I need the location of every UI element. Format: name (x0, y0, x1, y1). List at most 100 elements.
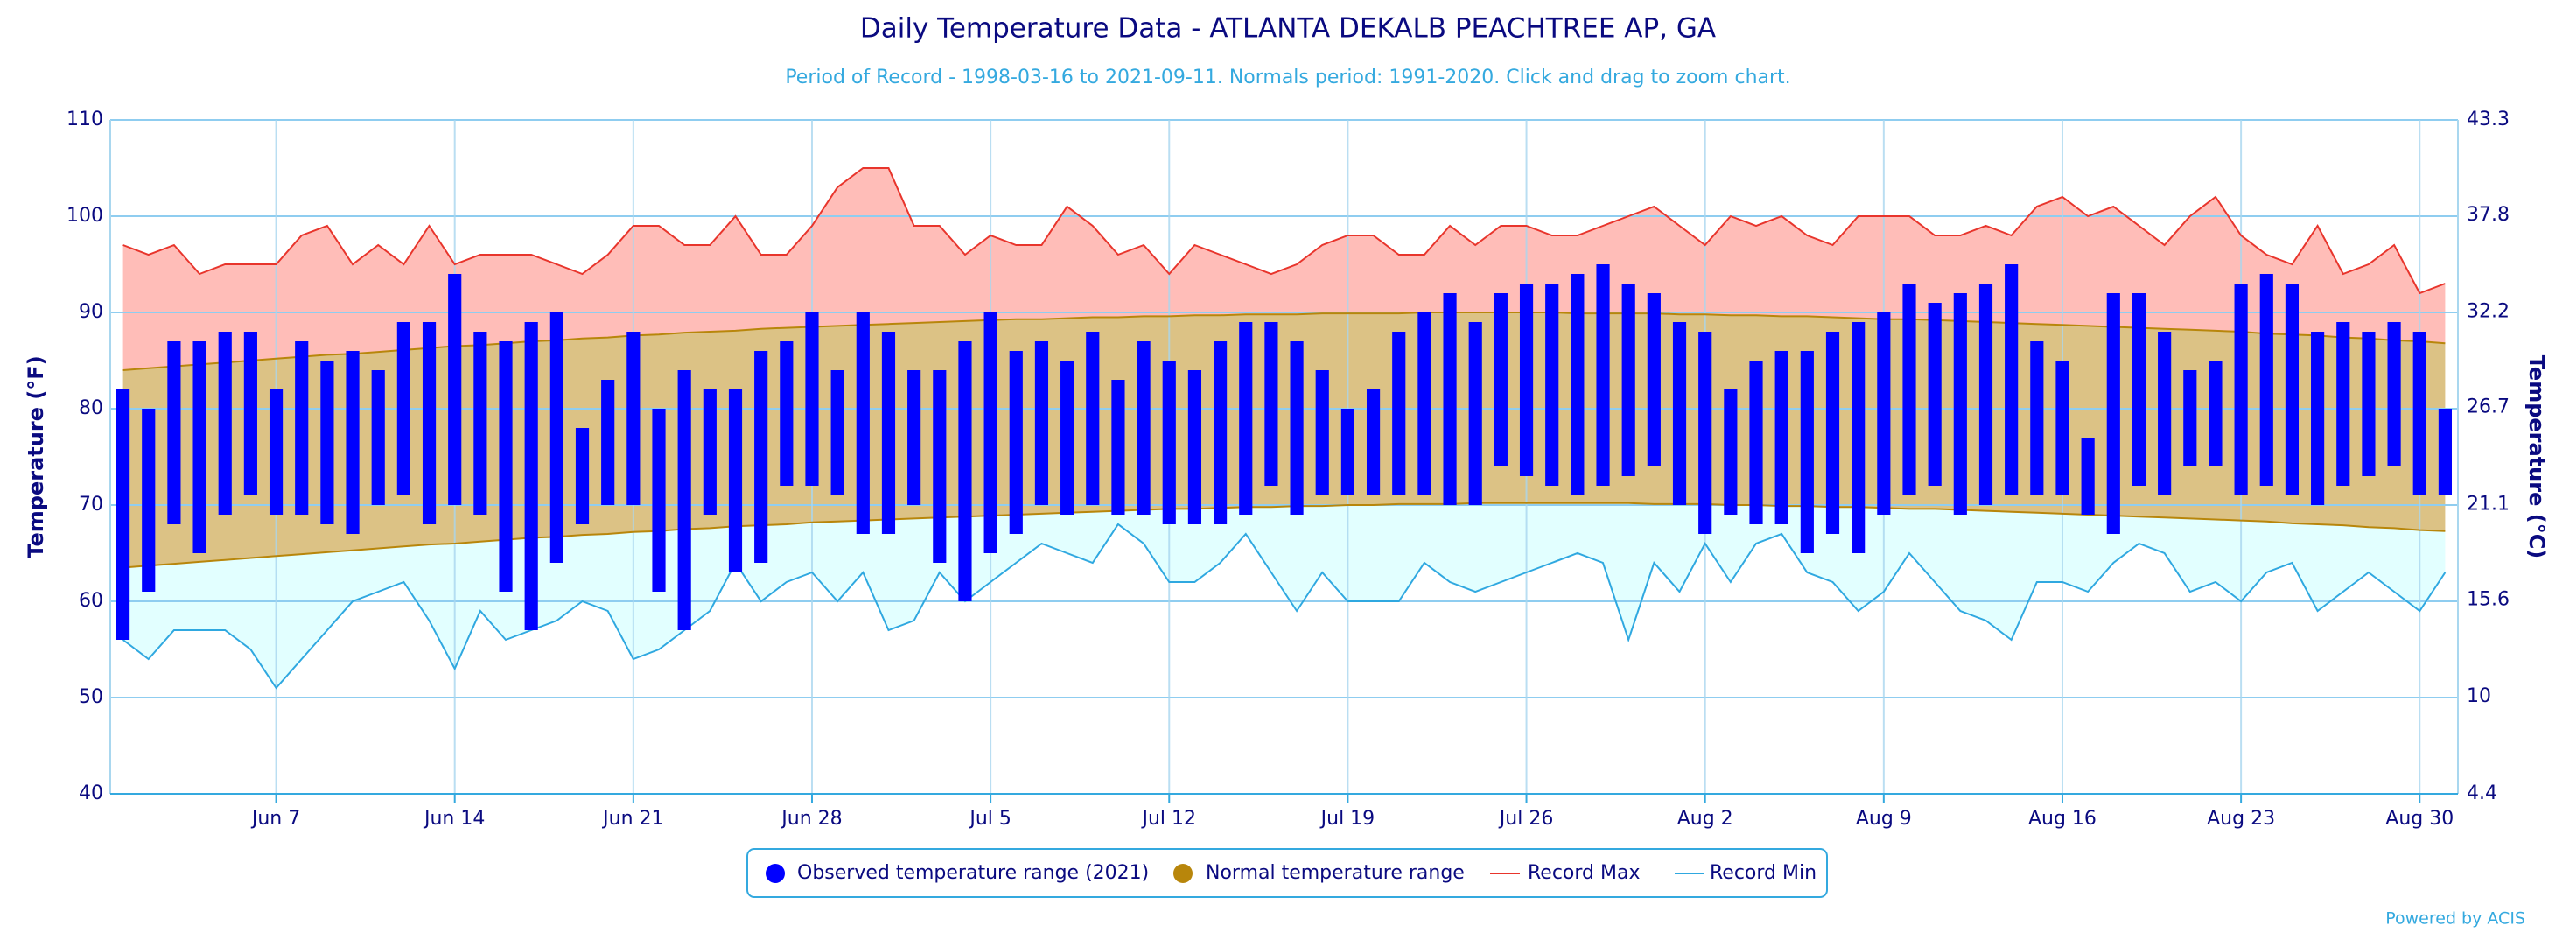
observed-bar (1468, 322, 1482, 505)
observed-bar (1621, 284, 1635, 476)
observed-bar (2030, 341, 2044, 495)
observed-bar (2081, 438, 2095, 515)
x-tick-label: Aug 2 (1677, 808, 1733, 830)
observed-bar (1774, 351, 1788, 524)
x-tick-label: Aug 23 (2207, 808, 2275, 830)
observed-bar (1978, 284, 1993, 505)
observed-bar (780, 341, 794, 486)
observed-bar (1800, 351, 1814, 553)
y2-tick-label: 32.2 (2467, 301, 2510, 323)
observed-bar (984, 312, 998, 553)
observed-bar (1596, 264, 1610, 486)
observed-bar (116, 389, 130, 640)
observed-bar (1009, 351, 1023, 534)
y2-axis-title: Temperature (°C) (2524, 355, 2549, 559)
observed-bar (1877, 312, 1891, 515)
observed-bar (2183, 370, 2197, 466)
observed-bar (1418, 312, 1432, 495)
x-tick-label: Jul 12 (1141, 808, 1197, 830)
observed-bar (1392, 332, 1406, 495)
observed-bar (371, 370, 385, 505)
x-tick-label: Jul 19 (1320, 808, 1376, 830)
observed-bar (1443, 293, 1457, 505)
credit: Powered by ACIS (2385, 909, 2525, 929)
observed-bar (2106, 293, 2120, 534)
observed-bar (1137, 341, 1151, 515)
chart-subtitle: Period of Record - 1998-03-16 to 2021-09… (785, 67, 1790, 88)
observed-bar (805, 312, 819, 486)
observed-bar (728, 389, 743, 572)
observed-bar (1290, 341, 1304, 515)
y-tick-label: 100 (66, 205, 103, 227)
x-tick-label: Jun 21 (601, 808, 663, 830)
observed-bar (2412, 332, 2426, 495)
observed-bar (1953, 293, 1967, 515)
legend-box (746, 848, 1828, 898)
observed-bar (601, 380, 615, 505)
observed-bar (1187, 370, 1202, 524)
observed-bar (1086, 332, 1100, 505)
observed-bar (1672, 322, 1687, 505)
observed-bar (422, 322, 437, 524)
observed-bar (1571, 274, 1585, 495)
legend-marker (766, 864, 785, 883)
observed-bar (933, 370, 947, 563)
observed-bar (754, 351, 768, 563)
legend-label: Record Min (1710, 862, 1816, 884)
observed-bar (295, 341, 309, 515)
observed-bar (2362, 332, 2376, 476)
observed-bar (473, 332, 487, 515)
x-tick-label: Jul 5 (968, 808, 1012, 830)
observed-bar (1315, 370, 1329, 495)
x-tick-label: Aug 9 (1856, 808, 1912, 830)
observed-bar (2387, 322, 2401, 466)
observed-bar (958, 341, 972, 601)
record-min-line (122, 523, 2446, 690)
observed-bar (1340, 409, 1354, 495)
y-axis-title: Temperature (°F) (24, 355, 48, 558)
observed-bar (830, 370, 844, 495)
observed-bar (1749, 361, 1763, 524)
observed-bar (192, 341, 206, 553)
observed-bar (2438, 409, 2453, 495)
y-tick-label: 90 (79, 301, 103, 323)
x-tick-label: Aug 30 (2385, 808, 2454, 830)
legend-label: Observed temperature range (2021) (797, 862, 1149, 884)
observed-bar (1060, 361, 1074, 515)
observed-bar (1494, 293, 1508, 466)
x-tick-label: Aug 16 (2028, 808, 2096, 830)
observed-bar (499, 341, 513, 592)
observed-bar (243, 332, 257, 495)
observed-bar (881, 332, 896, 534)
observed-bar (550, 312, 564, 563)
observed-bar (856, 312, 870, 534)
observed-bar (2259, 274, 2273, 486)
legend-label: Record Max (1528, 862, 1641, 884)
y2-tick-label: 4.4 (2467, 782, 2497, 804)
observed-bar (2208, 361, 2222, 466)
observed-bar (1852, 322, 1866, 553)
observed-bar (142, 409, 156, 592)
legend-label: Normal temperature range (1206, 862, 1465, 884)
observed-bar (2285, 284, 2300, 495)
y2-tick-label: 10 (2467, 685, 2491, 707)
y-tick-label: 60 (79, 590, 103, 612)
observed-bar (652, 409, 666, 592)
observed-bar (1162, 361, 1176, 524)
x-tick-label: Jul 26 (1498, 808, 1554, 830)
x-tick-label: Jun 7 (250, 808, 300, 830)
y2-tick-label: 43.3 (2467, 109, 2510, 130)
observed-bar (1034, 341, 1049, 505)
observed-bar (2132, 293, 2146, 486)
observed-bar (677, 370, 691, 630)
observed-bar (626, 332, 640, 505)
observed-bar (907, 370, 921, 505)
observed-bar (1545, 284, 1559, 486)
observed-bar (1264, 322, 1278, 486)
observed-bar (2311, 332, 2325, 505)
legend-marker (1173, 864, 1193, 883)
observed-bar (1928, 303, 1942, 486)
y2-tick-label: 15.6 (2467, 588, 2510, 610)
observed-bar (2005, 264, 2019, 495)
